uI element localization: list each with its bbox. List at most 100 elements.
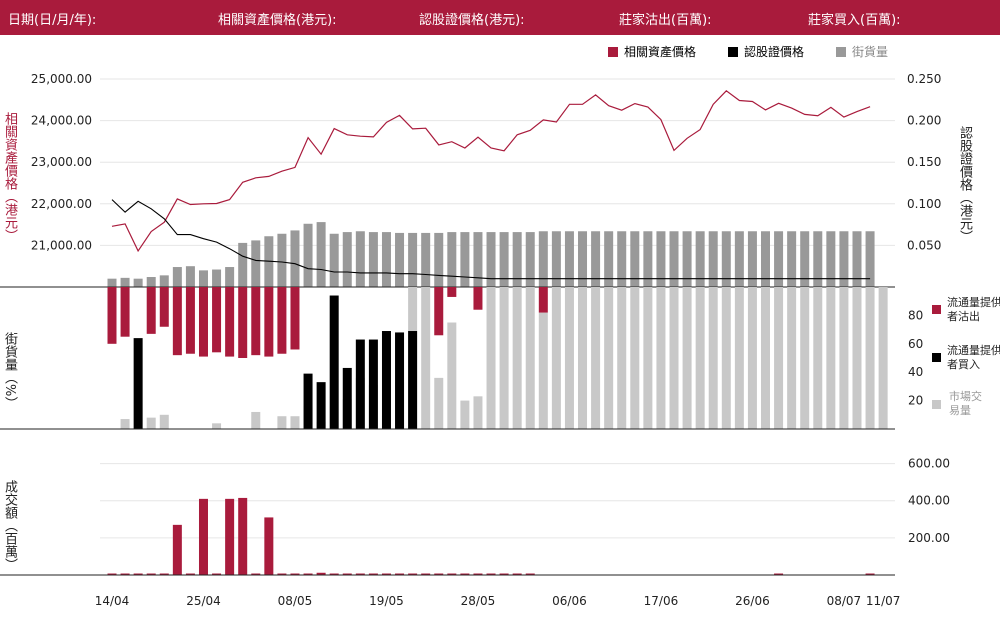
outstanding-bar — [355, 231, 365, 287]
underlying-price-line — [111, 90, 871, 253]
market-volume-bar — [120, 419, 130, 429]
outstanding-bar — [447, 232, 457, 287]
mm-bought-bar — [316, 382, 326, 429]
mm-sold-bar — [198, 287, 208, 357]
turnover-bar — [342, 573, 352, 575]
outstanding-bar — [512, 232, 522, 287]
header-underlying-price: 相關資產價格(港元): — [218, 13, 337, 28]
y-left-tick-label: 23,000.00 — [31, 155, 92, 169]
market-volume-bar — [761, 287, 770, 429]
legend-market-volume-swatch — [932, 400, 941, 409]
y-mid-tick-label: 80 — [908, 308, 923, 322]
turnover-bar — [486, 573, 496, 575]
outstanding-bar — [421, 232, 431, 287]
mm-sold-bar — [212, 287, 222, 353]
x-tick-label: 11/07 — [866, 594, 901, 608]
outstanding-bar — [408, 232, 418, 287]
market-volume-bar — [146, 417, 156, 429]
outstanding-bar — [395, 232, 405, 287]
turnover-bar — [185, 573, 195, 575]
outstanding-bar — [865, 231, 875, 287]
turnover-bar — [525, 573, 535, 575]
mm-sold-bar — [146, 287, 156, 334]
outstanding-bar — [133, 278, 143, 287]
mm-bought-bar — [303, 373, 313, 429]
outstanding-bar — [225, 267, 235, 287]
y-bottom-tick-label: 200.00 — [908, 531, 950, 545]
outstanding-bar — [368, 232, 378, 287]
mm-sold-bar — [225, 287, 235, 357]
mm-sold-bar — [434, 287, 444, 336]
market-volume-bar — [290, 416, 300, 429]
outstanding-bar — [630, 231, 640, 287]
market-volume-bar — [251, 411, 261, 429]
outstanding-bar — [198, 270, 208, 287]
market-volume-bar — [447, 322, 457, 429]
outstanding-bar — [787, 231, 797, 287]
axis-title-underlying: 相關資產價格（港元） — [2, 112, 17, 242]
outstanding-bar — [316, 222, 326, 287]
y-right-tick-label: 0.050 — [907, 238, 941, 252]
market-volume-bar — [277, 416, 287, 429]
outstanding-bar — [826, 231, 836, 287]
turnover-bar — [120, 573, 130, 575]
market-volume-bar — [591, 287, 601, 429]
turnover-bar — [264, 517, 274, 575]
turnover-bar — [303, 573, 313, 575]
market-volume-bar — [826, 287, 836, 429]
outstanding-bar — [290, 230, 300, 287]
header-date: 日期(日/月/年): — [8, 13, 97, 28]
y-right-tick-label: 0.150 — [907, 155, 941, 169]
mm-bought-bar — [368, 339, 378, 429]
mm-sold-bar — [277, 287, 287, 354]
turnover-bar — [460, 573, 470, 575]
market-volume-bar — [852, 287, 862, 429]
x-tick-label: 08/07 — [827, 594, 862, 608]
market-volume-bar — [865, 287, 875, 429]
legend-mm-sold-label: 流通量提供者沽出 — [947, 296, 1000, 323]
outstanding-bar — [342, 232, 352, 287]
mm-sold-bar — [290, 287, 300, 350]
outstanding-bar — [721, 231, 731, 287]
market-volume-bar — [486, 287, 496, 429]
outstanding-bar — [747, 231, 757, 287]
market-volume-bar — [800, 287, 810, 429]
turnover-bar — [238, 497, 248, 575]
legend-market-volume-label: 市場交易量 — [949, 390, 982, 417]
y-left-tick-label: 22,000.00 — [31, 197, 92, 211]
outstanding-bar — [852, 231, 862, 287]
market-volume-bar — [787, 287, 797, 429]
mm-bought-bar — [329, 295, 339, 429]
legend-warrant-label: 認股證價格 — [744, 45, 805, 59]
outstanding-bar — [251, 240, 261, 287]
turnover-bar — [368, 573, 378, 575]
outstanding-bar — [734, 231, 744, 287]
y-mid-tick-label: 20 — [908, 394, 923, 408]
market-volume-bar — [813, 287, 823, 429]
outstanding-bar — [486, 232, 496, 287]
turnover-bar — [381, 573, 391, 575]
turnover-bar — [408, 573, 418, 575]
turnover-bar — [133, 573, 143, 575]
mm-bought-bar — [408, 331, 418, 429]
market-volume-bar — [708, 287, 718, 429]
legend-underlying: 相關資產價格 — [608, 43, 696, 60]
turnover-bar — [447, 573, 457, 575]
outstanding-bar — [185, 266, 195, 287]
turnover-bar — [277, 573, 287, 575]
legend-mm-sold-swatch — [932, 305, 941, 314]
turnover-bar — [395, 573, 405, 575]
turnover-bar — [512, 573, 522, 575]
legend-mm-bought-swatch — [932, 353, 941, 362]
market-volume-bar — [682, 287, 692, 429]
market-volume-bar — [878, 287, 888, 429]
market-volume-bar — [721, 287, 731, 429]
header-warrant-price: 認股證價格(港元): — [419, 13, 525, 28]
y-left-tick-label: 24,000.00 — [31, 114, 92, 128]
outstanding-bar — [473, 232, 483, 287]
axis-title-warrant: 認股證價格（港元） — [957, 126, 972, 243]
outstanding-bar — [564, 231, 574, 287]
outstanding-bar — [212, 269, 222, 287]
turnover-bar — [146, 573, 156, 575]
